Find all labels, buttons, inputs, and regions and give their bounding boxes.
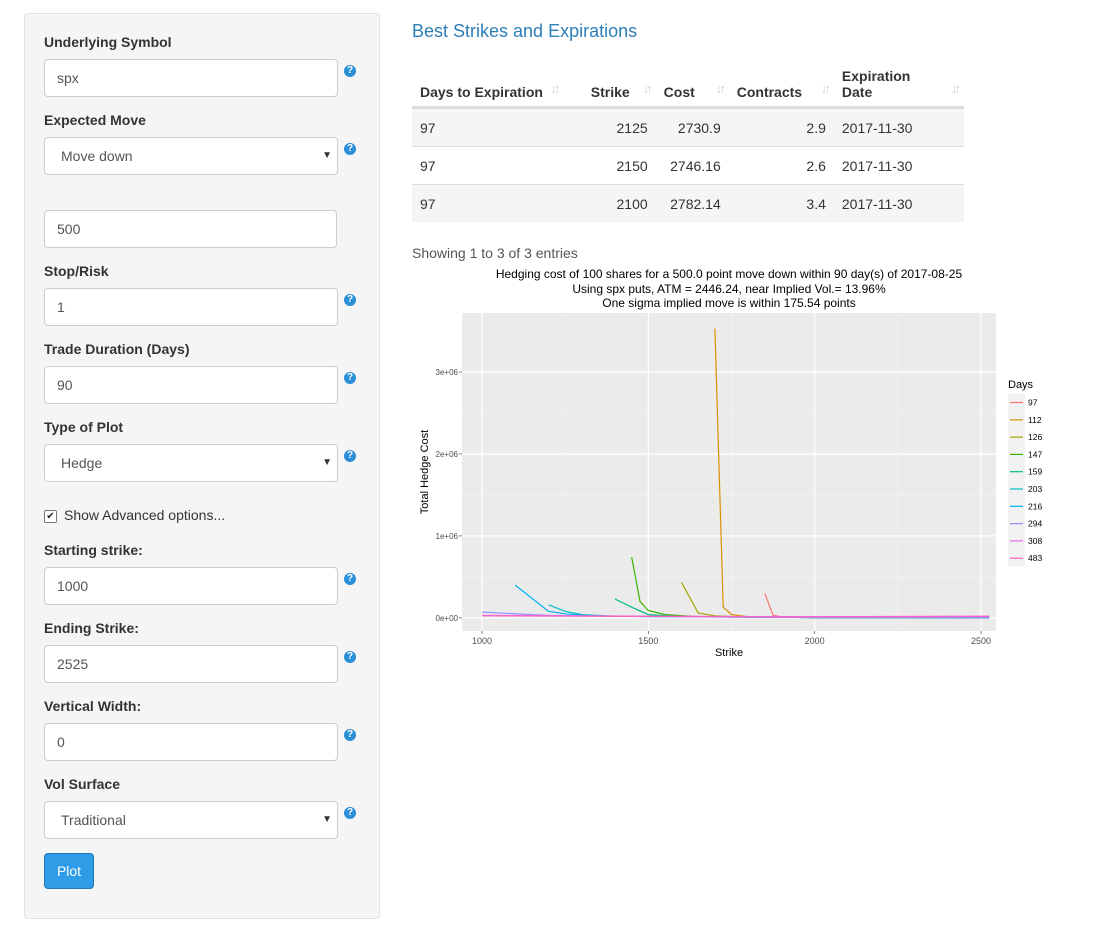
cell-cost: 2730.9 [655, 107, 729, 147]
legend-label-308: 308 [1028, 536, 1042, 546]
vol-surface-value: Traditional [61, 812, 126, 828]
legend-title: Days [1008, 379, 1034, 391]
results-table: Days to Expiration ↓↑ Strike ↓↑ Cost ↓↑ Con… [412, 62, 964, 222]
sidebar-panel: Underlying Symbol spx ? Expected Move Mo… [24, 13, 380, 919]
trade-duration-input[interactable]: 90 [44, 366, 338, 404]
trade-duration-label: Trade Duration (Days) [44, 341, 190, 357]
x-tick-label: 2000 [805, 636, 825, 646]
plot-type-label: Type of Plot [44, 419, 124, 435]
hedge-cost-chart: Hedging cost of 100 shares for a 500.0 p… [419, 267, 1042, 659]
table-row: 97 2125 2730.9 2.9 2017-11-30 [412, 107, 964, 147]
stop-risk-input[interactable]: 1 [44, 288, 338, 326]
sort-icon: ↓↑ [642, 81, 653, 96]
results-heading: Best Strikes and Expirations [412, 21, 638, 41]
stop-risk-label: Stop/Risk [44, 263, 109, 279]
expected-move-label: Expected Move [44, 112, 146, 128]
table-row: 97 2150 2746.16 2.6 2017-11-30 [412, 146, 964, 185]
x-tick-label: 2500 [971, 636, 991, 646]
plot-type-value: Hedge [61, 455, 103, 471]
y-tick-label: 3e+06 [436, 368, 459, 377]
plot-button[interactable]: Plot [44, 853, 94, 889]
legend-label-203: 203 [1028, 484, 1042, 494]
y-tick-label: 2e+06 [436, 450, 459, 459]
chevron-down-icon: ▼ [322, 814, 332, 825]
advanced-options-label[interactable]: Show Advanced options... [64, 507, 226, 523]
legend-label-159: 159 [1028, 467, 1042, 477]
advanced-options-checkbox[interactable]: ✔ [44, 510, 57, 523]
column-header-cost[interactable]: Cost ↓↑ [655, 62, 729, 109]
legend-label-294: 294 [1028, 519, 1042, 529]
series-line-483 [481, 615, 990, 618]
help-icon[interactable]: ? [344, 573, 356, 585]
column-header-strike[interactable]: Strike ↓↑ [563, 62, 656, 109]
legend-label-112: 112 [1028, 415, 1042, 425]
table-header-row: Days to Expiration ↓↑ Strike ↓↑ Cost ↓↑ Con… [412, 62, 964, 109]
column-header-expiration[interactable]: Expiration Date ↓↑ [833, 62, 964, 109]
expected-move-select[interactable]: Move down ▼ [44, 137, 338, 175]
expected-move-value: Move down [61, 148, 133, 164]
cell-contracts: 3.4 [728, 184, 834, 222]
cell-strike: 2150 [563, 146, 656, 185]
help-icon[interactable]: ? [344, 65, 356, 77]
cell-expiration: 2017-11-30 [833, 184, 964, 222]
vertical-width-input[interactable]: 0 [44, 723, 338, 761]
cell-strike: 2125 [563, 107, 656, 147]
cell-days: 97 [412, 184, 564, 222]
plot-type-select[interactable]: Hedge ▼ [44, 444, 338, 482]
cell-cost: 2782.14 [655, 184, 729, 222]
sort-icon: ↓↑ [550, 81, 560, 96]
legend-label-97: 97 [1028, 398, 1038, 408]
x-tick-label: 1500 [638, 636, 658, 646]
y-axis-label: Total Hedge Cost [419, 430, 431, 514]
starting-strike-input[interactable]: 1000 [44, 567, 338, 605]
legend-label-483: 483 [1028, 553, 1042, 563]
plot-background [462, 313, 996, 631]
underlying-symbol-input[interactable]: spx [44, 59, 338, 97]
vol-surface-select[interactable]: Traditional ▼ [44, 801, 338, 839]
cell-contracts: 2.6 [728, 146, 834, 185]
vertical-width-label: Vertical Width: [44, 698, 142, 714]
vol-surface-label: Vol Surface [44, 776, 120, 792]
chart-subtitle: Using spx puts, ATM = 2446.24, near Impl… [572, 282, 886, 296]
help-icon[interactable]: ? [344, 729, 356, 741]
underlying-symbol-label: Underlying Symbol [44, 34, 172, 50]
help-icon[interactable]: ? [344, 450, 356, 462]
chevron-down-icon: ▼ [322, 150, 332, 161]
table-info: Showing 1 to 3 of 3 entries [412, 245, 578, 261]
ending-strike-label: Ending Strike: [44, 620, 139, 636]
cell-expiration: 2017-11-30 [833, 107, 964, 147]
y-tick-label: 1e+06 [436, 532, 459, 541]
help-icon[interactable]: ? [344, 294, 356, 306]
y-tick-label: 0e+00 [436, 614, 459, 623]
chart-title: Hedging cost of 100 shares for a 500.0 p… [496, 267, 963, 281]
sort-icon: ↓↑ [820, 81, 831, 96]
cell-days: 97 [412, 107, 564, 147]
help-icon[interactable]: ? [344, 143, 356, 155]
cell-expiration: 2017-11-30 [833, 146, 964, 185]
table-row: 97 2100 2782.14 3.4 2017-11-30 [412, 184, 964, 222]
chart-subtitle-2: One sigma implied move is within 175.54 … [602, 296, 855, 310]
legend-label-126: 126 [1028, 432, 1042, 442]
cell-cost: 2746.16 [655, 146, 729, 185]
chevron-down-icon: ▼ [322, 457, 332, 468]
cell-contracts: 2.9 [728, 107, 834, 147]
column-header-days[interactable]: Days to Expiration ↓↑ [412, 62, 564, 109]
help-icon[interactable]: ? [344, 807, 356, 819]
sort-icon: ↓↑ [715, 81, 726, 96]
column-header-contracts[interactable]: Contracts ↓↑ [728, 62, 834, 109]
help-icon[interactable]: ? [344, 651, 356, 663]
x-axis-label: Strike [715, 647, 743, 659]
move-amount-input[interactable]: 500 [44, 210, 337, 248]
starting-strike-label: Starting strike: [44, 542, 143, 558]
help-icon[interactable]: ? [344, 372, 356, 384]
cell-days: 97 [412, 146, 564, 185]
sort-icon: ↓↑ [951, 81, 961, 96]
x-tick-label: 1000 [472, 636, 492, 646]
legend-label-147: 147 [1028, 449, 1042, 459]
ending-strike-input[interactable]: 2525 [44, 645, 338, 683]
legend-label-216: 216 [1028, 501, 1042, 511]
cell-strike: 2100 [563, 184, 656, 222]
